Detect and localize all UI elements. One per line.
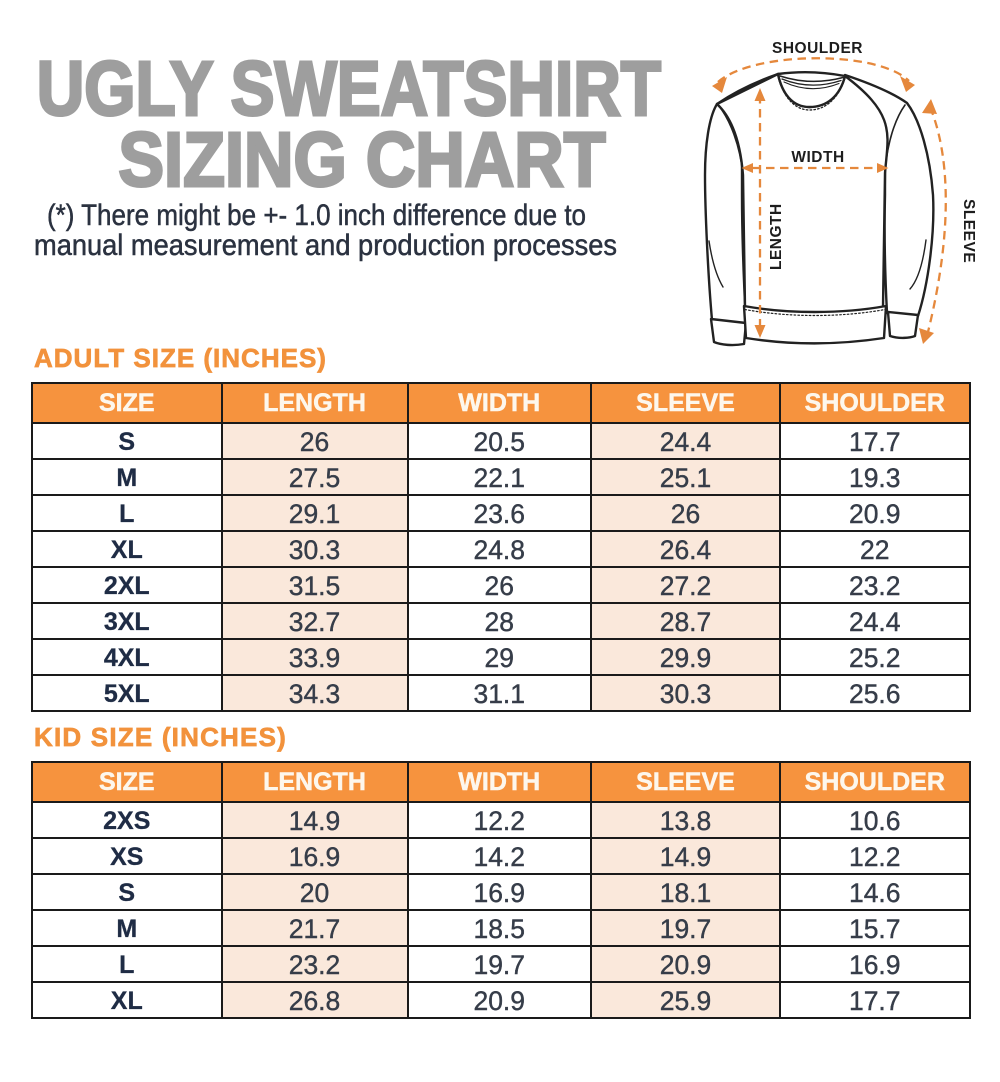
svg-text:SLEEVE: SLEEVE <box>960 199 977 263</box>
svg-text:LENGTH: LENGTH <box>768 203 785 270</box>
svg-text:SHOULDER: SHOULDER <box>772 40 863 57</box>
svg-text:WIDTH: WIDTH <box>791 149 844 166</box>
